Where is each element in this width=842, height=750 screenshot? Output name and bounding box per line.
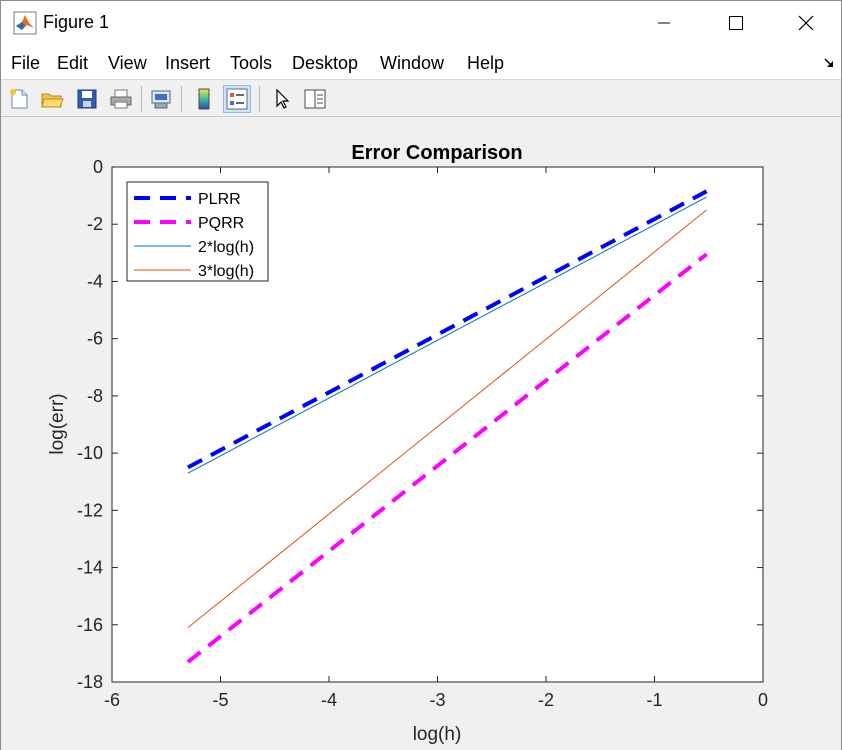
toolbar-separator (181, 86, 182, 112)
maximize-icon (729, 16, 743, 30)
property-inspector-icon (304, 89, 326, 109)
pointer-icon (276, 88, 290, 109)
close-button[interactable] (771, 1, 841, 45)
series-line-3-log-h-[interactable] (187, 209, 707, 629)
toolbar-separator (141, 86, 142, 112)
menu-bar: File Edit View Insert Tools Desktop Wind… (1, 45, 841, 79)
axis-ticks: -6 -5 -4 -3 -2 -1 00-2-4-6-8-10-12-14-16-18 (77, 157, 768, 710)
edit-plot-button[interactable] (267, 85, 295, 113)
save-button[interactable] (73, 85, 101, 113)
matlab-logo-icon (13, 11, 37, 35)
maximize-button[interactable] (701, 1, 771, 45)
insert-colorbar-button[interactable] (190, 85, 218, 113)
x-tick-label: -6 (104, 690, 120, 710)
x-tick-label: 0 (758, 690, 768, 710)
new-figure-button[interactable] (5, 85, 33, 113)
y-tick-label: -16 (77, 615, 103, 635)
link-plot-button[interactable] (147, 85, 175, 113)
y-tick-label: 0 (93, 157, 103, 177)
menu-desktop[interactable]: Desktop (292, 53, 359, 73)
toolbar-separator (259, 86, 260, 112)
y-tick-label: -18 (77, 672, 103, 692)
save-icon (77, 89, 97, 109)
series-line-pqrr[interactable] (186, 252, 708, 664)
y-tick-label: -14 (77, 558, 103, 578)
legend-label: 2*log(h) (198, 239, 254, 256)
legend-box (126, 181, 269, 282)
figure-canvas: -6 -5 -4 -3 -2 -1 0 0 -2 -4 -6 -8 -10 -12 -14 -16 -18 Er… (1, 118, 841, 750)
menu-insert[interactable]: Insert (165, 53, 211, 73)
minimize-button[interactable] (629, 1, 699, 45)
window-title: Figure 1 (43, 12, 110, 32)
menu-window[interactable]: Window (380, 53, 445, 73)
x-tick-label: -1 (646, 690, 662, 710)
new-figure-icon (10, 89, 28, 109)
y-tick-label: -2 (87, 214, 103, 234)
open-file-button[interactable] (38, 85, 66, 113)
title-bar: Figure 1 (1, 1, 841, 45)
print-icon (110, 89, 132, 109)
link-plot-icon (151, 90, 171, 109)
x-axis-label: log(h) (413, 724, 462, 745)
legend-label: PLRR (198, 191, 241, 208)
menu-file[interactable]: File (11, 53, 41, 73)
legend-icon (226, 88, 248, 110)
y-tick-label: -6 (87, 329, 103, 349)
minimize-icon (658, 22, 670, 24)
y-tick-label: -4 (87, 271, 103, 291)
menu-edit[interactable]: Edit (57, 53, 89, 73)
x-tick-label: -3 (429, 690, 445, 710)
dock-arrow-icon[interactable] (823, 57, 835, 69)
y-tick-label: -8 (87, 386, 103, 406)
menu-tools[interactable]: Tools (230, 53, 273, 73)
close-icon (798, 15, 814, 31)
x-tick-label: -2 (538, 690, 554, 710)
series-line-2-log-h-[interactable] (187, 196, 707, 474)
series-line-plrr[interactable] (187, 189, 708, 470)
menu-help[interactable]: Help (467, 53, 505, 73)
legend[interactable]: PLRR PQRR 2*log(h) 3*log(h) (126, 181, 269, 282)
y-axis-label: log(err) (47, 393, 68, 454)
line-chart: -6 -5 -4 -3 -2 -1 00-2-4-6-8-10-12-14-16-18 Er… (47, 142, 768, 745)
series-layer (186, 189, 708, 664)
x-tick-label: -5 (212, 690, 228, 710)
y-tick-label: -12 (77, 500, 103, 520)
legend-entries: PLRR PQRR 2*log(h) 3*log(h) (134, 191, 254, 280)
open-file-icon (41, 93, 64, 108)
toolbar (1, 79, 841, 117)
property-inspector-button[interactable] (301, 85, 329, 113)
print-button[interactable] (107, 85, 135, 113)
legend-label: 3*log(h) (198, 263, 254, 280)
y-tick-label: -10 (77, 443, 103, 463)
chart-title: Error Comparison (351, 142, 522, 164)
insert-legend-button[interactable] (223, 85, 251, 113)
legend-label: PQRR (198, 215, 244, 232)
x-tick-label: -4 (321, 690, 337, 710)
colorbar-icon (198, 88, 210, 110)
menu-view[interactable]: View (108, 53, 147, 73)
